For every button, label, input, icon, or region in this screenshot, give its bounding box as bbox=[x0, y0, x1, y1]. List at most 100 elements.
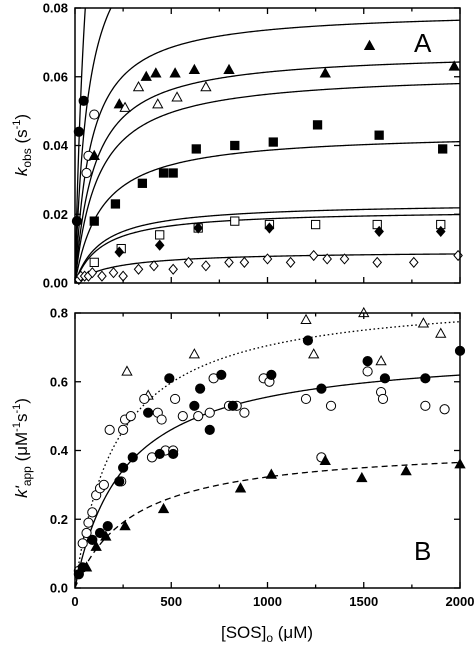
data-point-filled-triangle bbox=[113, 98, 125, 109]
data-point-filled-circle bbox=[216, 369, 227, 380]
data-point-filled-triangle bbox=[119, 520, 131, 531]
data-point-open-diamond bbox=[168, 263, 178, 275]
data-point-open-diamond bbox=[308, 249, 319, 262]
data-point-filled-triangle bbox=[356, 471, 368, 483]
panel-b-data-points bbox=[73, 306, 466, 580]
data-point-filled-square bbox=[268, 137, 278, 147]
data-point-filled-circle bbox=[379, 373, 391, 384]
data-point-open-diamond bbox=[262, 253, 273, 265]
data-point-filled-circle bbox=[266, 369, 277, 380]
y-tick-label: 0.08 bbox=[43, 1, 68, 16]
x-tick-label: 500 bbox=[160, 594, 182, 609]
panel-b: 0.0 0.2 0.4 0.6 0.8 0 500 1000 1500 2000 B k'app… bbox=[11, 306, 474, 610]
data-point-filled-circle bbox=[164, 373, 175, 384]
data-point-filled-square bbox=[89, 216, 99, 226]
data-point-open-triangle bbox=[152, 98, 164, 109]
data-point-open-circle bbox=[139, 393, 150, 405]
panel-a-data-points bbox=[71, 39, 463, 286]
data-point-filled-triangle bbox=[319, 454, 331, 465]
data-point-filled-square bbox=[374, 130, 384, 140]
data-point-filled-square bbox=[312, 120, 323, 130]
data-point-open-circle bbox=[325, 400, 337, 411]
x-tick-label: 1500 bbox=[349, 594, 378, 609]
data-point-open-triangle bbox=[188, 348, 201, 359]
data-point-filled-circle bbox=[204, 424, 215, 435]
data-point-open-square bbox=[155, 230, 165, 240]
panel-a-x-ticks bbox=[74, 8, 461, 283]
data-point-filled-square bbox=[438, 144, 448, 154]
data-point-filled-triangle bbox=[150, 67, 162, 78]
data-point-open-circle bbox=[193, 411, 204, 422]
fit-curve-1 bbox=[75, 8, 86, 283]
fit-curve-3 bbox=[75, 461, 460, 588]
data-point-filled-triangle bbox=[88, 149, 100, 160]
fit-curve-2 bbox=[75, 374, 460, 588]
data-point-filled-circle bbox=[127, 452, 138, 463]
y-tick-label: 0.06 bbox=[43, 69, 68, 84]
data-point-open-circle bbox=[83, 517, 94, 528]
y-tick-label: 0.0 bbox=[50, 581, 68, 596]
data-point-open-diamond bbox=[87, 267, 98, 279]
data-point-filled-circle bbox=[114, 476, 125, 487]
data-point-filled-diamond bbox=[154, 239, 165, 251]
data-point-filled-square bbox=[137, 178, 148, 188]
data-point-filled-triangle bbox=[140, 70, 152, 81]
data-point-filled-square bbox=[230, 140, 240, 151]
fit-curve-4 bbox=[75, 61, 460, 283]
data-point-open-triangle bbox=[417, 317, 430, 328]
data-point-filled-circle bbox=[71, 216, 83, 227]
data-point-filled-triangle bbox=[90, 540, 102, 551]
panel-b-x-ticks: 0 500 1000 1500 2000 bbox=[71, 313, 474, 609]
panel-a-frame bbox=[74, 7, 461, 284]
data-point-open-circle bbox=[204, 407, 215, 418]
data-point-filled-triangle bbox=[188, 63, 201, 75]
data-point-filled-circle bbox=[420, 373, 431, 384]
panel-b-letter: B bbox=[414, 536, 431, 566]
panel-b-y-axis-title: k'app (μM-1s-1) bbox=[11, 398, 34, 498]
data-point-open-diamond bbox=[149, 260, 159, 272]
data-point-open-diamond bbox=[239, 256, 250, 268]
data-point-filled-circle bbox=[78, 95, 89, 106]
panel-a-fit-curves bbox=[75, 8, 460, 283]
y-tick-label: 0.04 bbox=[43, 138, 69, 153]
data-point-open-triangle bbox=[300, 313, 312, 325]
data-point-filled-circle bbox=[143, 407, 154, 418]
data-point-filled-diamond bbox=[374, 225, 384, 238]
data-point-filled-triangle bbox=[363, 39, 376, 50]
panel-a-y-axis-title: kobs (s-1) bbox=[11, 114, 34, 176]
data-point-open-diamond bbox=[409, 256, 419, 268]
data-point-filled-diamond bbox=[193, 222, 203, 234]
data-point-filled-triangle bbox=[169, 67, 181, 78]
data-point-filled-diamond bbox=[114, 246, 125, 258]
y-tick-label: 0.8 bbox=[50, 306, 68, 321]
data-point-open-square bbox=[230, 216, 240, 226]
data-point-filled-square bbox=[158, 168, 169, 178]
data-point-open-diamond bbox=[133, 263, 144, 275]
data-point-filled-circle bbox=[102, 521, 113, 532]
data-point-filled-circle bbox=[227, 400, 238, 411]
data-point-open-circle bbox=[420, 400, 431, 411]
y-tick-label: 0.02 bbox=[43, 207, 68, 222]
data-point-open-circle bbox=[177, 411, 188, 422]
data-point-open-diamond bbox=[224, 256, 234, 268]
data-point-open-diamond bbox=[372, 256, 383, 268]
fit-curve-2 bbox=[75, 8, 112, 283]
data-point-filled-circle bbox=[195, 383, 206, 394]
data-point-filled-triangle bbox=[448, 60, 460, 71]
data-point-open-circle bbox=[77, 538, 88, 549]
x-tick-label: 0 bbox=[71, 594, 78, 609]
panel-a: 0.00 0.02 0.04 0.06 0.08 A kobs (s-1) bbox=[11, 1, 463, 291]
data-point-open-circle bbox=[87, 507, 98, 518]
data-point-filled-circle bbox=[362, 356, 373, 367]
data-point-open-circle bbox=[156, 414, 167, 425]
y-tick-label: 0.2 bbox=[50, 512, 68, 527]
data-point-filled-triangle bbox=[319, 67, 331, 78]
x-tick-label: 1000 bbox=[253, 594, 282, 609]
data-point-open-circle bbox=[300, 393, 312, 405]
data-point-open-diamond bbox=[201, 260, 211, 272]
panel-a-y-ticks: 0.00 0.02 0.04 0.06 0.08 bbox=[43, 1, 460, 291]
data-point-open-circle bbox=[104, 424, 115, 435]
data-point-open-diamond bbox=[108, 267, 119, 279]
y-tick-label: 0.6 bbox=[50, 374, 68, 389]
